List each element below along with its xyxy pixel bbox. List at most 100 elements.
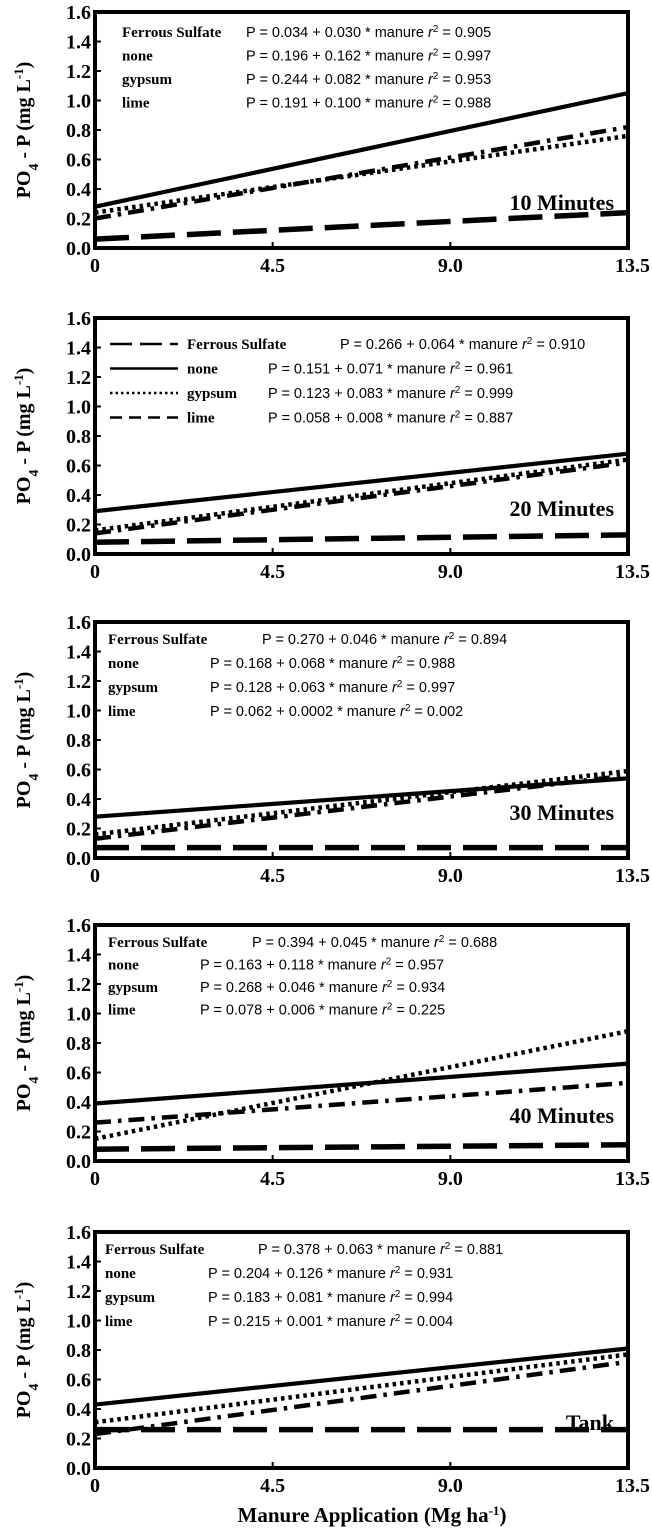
y-tick-label: 1.6 [66,612,91,634]
panel-5: 0.0 0.2 0.4 0.6 0.8 1.0 1.2 1.4 1.6 0 4.5 9.0 13.5 Fe… [11,1222,651,1497]
y-tick-label: 1.2 [66,367,91,389]
y-tick-label: 0.4 [66,789,91,811]
x-tick-label: 13.5 [615,561,650,583]
y-tick-label: 0.4 [66,1399,91,1421]
x-tick-label: 13.5 [615,255,650,277]
y-tick-label: 0.6 [66,760,91,782]
legend-equation: P = 0.270 + 0.046 * manure r2 = 0.894 [262,631,507,649]
y-tick-label: 1.4 [66,642,91,664]
y-tick-label: 0.4 [66,485,91,507]
y-tick-label: 1.6 [66,2,91,24]
series-line-ferrous-sulfate [94,1142,629,1152]
x-tick-label: 9.0 [438,1475,463,1497]
y-axis-label: PO4 - P (mg L-1) [11,62,42,199]
y-tick-label: 0.0 [66,848,91,870]
y-axis-label: PO4 - P (mg L-1) [11,975,42,1112]
y-tick-label: 0.8 [66,120,91,142]
y-tick-label: 1.2 [66,974,91,996]
legend-name: Ferrous Sulfate [105,1242,205,1258]
legend-equation: P = 0.394 + 0.045 * manure r2 = 0.688 [252,934,497,952]
y-axis-label: PO4 - P (mg L-1) [11,1282,42,1419]
y-tick-label: 1.4 [66,32,91,54]
y-tick-label: 1.0 [66,701,91,723]
y-tick-label: 1.6 [66,308,91,330]
legend-name: gypsum [187,386,238,402]
series-line-lime [94,1359,629,1437]
legend-equation: P = 0.078 + 0.006 * manure r2 = 0.225 [200,1001,445,1019]
panel-label: Tank [566,1410,615,1435]
legend-name: Ferrous Sulfate [108,632,208,648]
legend-equation: P = 0.215 + 0.001 * manure r2 = 0.004 [208,1313,453,1331]
series-line-lime [94,773,629,842]
y-tick-label: 1.4 [66,945,91,967]
panel-label: 20 Minutes [510,496,615,521]
series-line-ferrous-sulfate [94,532,629,545]
series-line-lime [94,460,629,536]
x-tick-label: 0 [90,1475,100,1497]
y-tick-label: 0.4 [66,1092,91,1114]
legend-equation: P = 0.191 + 0.100 * manure r2 = 0.988 [246,94,491,112]
legend-name: none [108,656,139,672]
y-tick-label: 0.4 [66,179,91,201]
x-tick-label: 9.0 [438,255,463,277]
y-tick-label: 0.0 [66,1458,91,1480]
x-tick-label: 4.5 [260,865,285,887]
y-tick-label: 0.8 [66,730,91,752]
series-line-gypsum [94,1352,629,1425]
x-tick-label: 9.0 [438,1168,463,1190]
y-tick-label: 0.2 [66,1429,91,1451]
legend-name: Ferrous Sulfate [122,25,222,41]
legend-name: gypsum [105,1290,156,1306]
x-tick-label: 4.5 [260,1168,285,1190]
series-line-none [94,91,629,209]
y-tick-label: 1.0 [66,397,91,419]
x-tick-label: 9.0 [438,561,463,583]
legend-name: gypsum [108,980,159,996]
legend-name: gypsum [122,72,173,88]
y-tick-label: 1.0 [66,1311,91,1333]
legend-name: lime [105,1314,133,1330]
y-tick-label: 1.4 [66,338,91,360]
legend-equation: P = 0.183 + 0.081 * manure r2 = 0.994 [208,1289,453,1307]
series-line-none [94,451,629,514]
legend-name: none [108,958,139,974]
y-tick-label: 0.2 [66,819,91,841]
y-tick-label: 0.2 [66,515,91,537]
legend-equation: P = 0.128 + 0.063 * manure r2 = 0.997 [210,679,455,697]
panel-label: 10 Minutes [510,190,615,215]
series-line-gypsum [94,1028,629,1142]
legend-name: none [122,49,153,65]
y-tick-label: 0.0 [66,1151,91,1173]
y-tick-label: 0.2 [66,209,91,231]
legend-equation: P = 0.268 + 0.046 * manure r2 = 0.934 [200,979,445,997]
panel-1: 0.0 0.2 0.4 0.6 0.8 1.0 1.2 1.4 1.6 0 4.5 9.0 13.5 Fe… [11,2,651,277]
legend-equation: P = 0.058 + 0.008 * manure r2 = 0.887 [268,409,513,427]
y-tick-label: 1.6 [66,1222,91,1244]
x-axis-label: Manure Application (Mg ha-1) [238,1503,507,1528]
legend-equation: P = 0.062 + 0.0002 * manure r2 = 0.002 [210,703,463,721]
series-line-none [94,1346,629,1407]
legend-name: lime [122,96,150,112]
x-tick-label: 9.0 [438,865,463,887]
legend-equation: P = 0.163 + 0.118 * manure r2 = 0.957 [200,956,444,974]
x-tick-label: 0 [90,1168,100,1190]
y-tick-label: 1.6 [66,915,91,937]
y-tick-label: 1.0 [66,1004,91,1026]
legend-equation: P = 0.378 + 0.063 * manure r2 = 0.881 [258,1241,503,1259]
y-tick-label: 0.8 [66,426,91,448]
series-line-lime [94,1080,629,1125]
legend-name: none [187,362,218,378]
y-tick-label: 1.2 [66,61,91,83]
legend-equation: P = 0.196 + 0.162 * manure r2 = 0.997 [246,47,491,65]
y-tick-label: 0.0 [66,544,91,566]
legend-name: lime [108,1003,136,1019]
legend-name: lime [108,704,136,720]
x-tick-label: 4.5 [260,561,285,583]
x-tick-label: 13.5 [615,865,650,887]
legend-name: Ferrous Sulfate [108,935,208,951]
panel-label: 40 Minutes [510,1103,615,1128]
legend-equation: P = 0.266 + 0.064 * manure r2 = 0.910 [340,336,585,354]
y-tick-label: 1.2 [66,671,91,693]
x-tick-label: 4.5 [260,255,285,277]
